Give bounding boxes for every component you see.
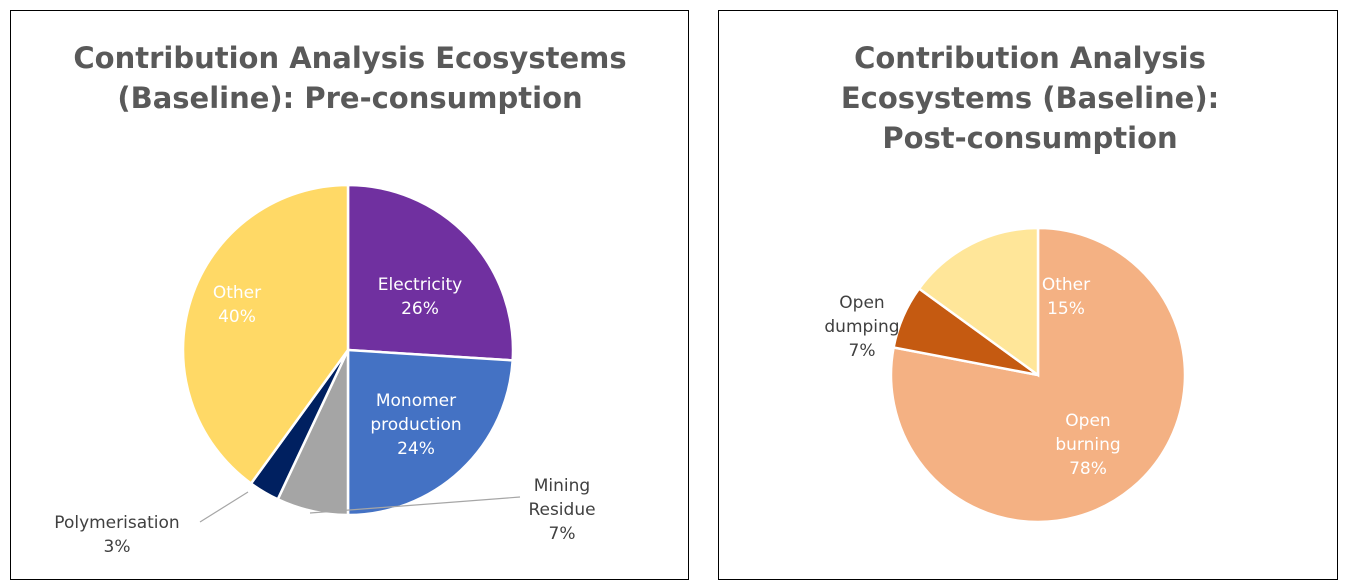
pie-slice	[346, 183, 515, 362]
slice-value: 3%	[103, 537, 131, 557]
pie-slice	[346, 348, 515, 517]
data-label: Other 15%	[1026, 273, 1106, 321]
data-label: Polymerisation 3%	[47, 511, 187, 559]
chart-title: Contribution Analysis Ecosystems (Baseli…	[840, 41, 1220, 155]
pie-slice	[181, 183, 350, 486]
data-label: Monomer production 24%	[366, 389, 466, 461]
leader-line	[309, 496, 521, 514]
slice-name: Mining Residue	[528, 476, 596, 520]
slice-name: Polymerisation	[54, 513, 180, 533]
chart-title: Contribution Analysis Ecosystems (Baseli…	[73, 41, 627, 115]
data-label: Open dumping 7%	[822, 291, 902, 363]
data-label: Other 40%	[197, 281, 277, 329]
slice-name: Open dumping	[824, 293, 900, 337]
slice-name: Monomer production	[370, 391, 462, 435]
slice-value: 15%	[1047, 299, 1085, 319]
data-label: Open burning 78%	[1048, 409, 1128, 481]
slice-value: 24%	[397, 439, 435, 459]
slice-value: 78%	[1069, 459, 1107, 479]
slice-name: Other	[1041, 275, 1091, 295]
slice-value: 7%	[848, 341, 876, 361]
data-label: Mining Residue 7%	[522, 474, 602, 546]
pie-slice	[917, 226, 1040, 378]
slice-value: 26%	[401, 299, 439, 319]
slice-name: Open burning	[1055, 411, 1121, 455]
leader-line	[199, 491, 249, 523]
data-label: Electricity 26%	[360, 273, 480, 321]
slice-name: Other	[212, 283, 262, 303]
slice-value: 40%	[218, 307, 256, 327]
slice-name: Electricity	[377, 275, 463, 295]
slice-value: 7%	[548, 524, 576, 544]
